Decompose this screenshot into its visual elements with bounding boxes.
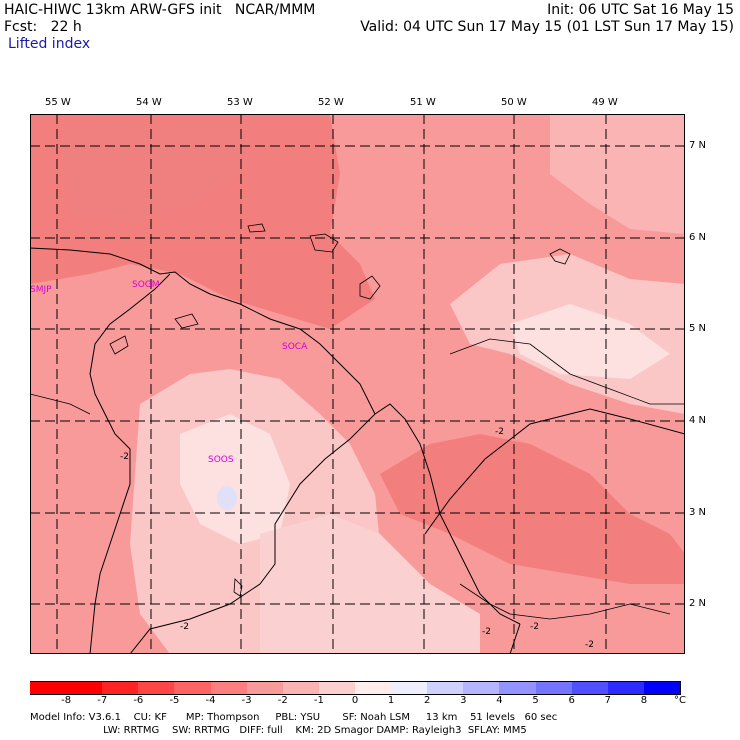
- shade-region-east-light: [510, 304, 670, 379]
- colorbar-label: -8: [61, 695, 72, 706]
- map-frame: [30, 114, 685, 654]
- model-info-line2: LW: RRTMG SW: RRTMG DIFF: full KM: 2D Sm…: [30, 725, 527, 736]
- colorbar-bin: [571, 681, 609, 695]
- contour-label: -2: [180, 622, 189, 632]
- colorbar-bin: [607, 681, 645, 695]
- contour-label: -2: [530, 622, 539, 632]
- init-time: Init: 06 UTC Sat 16 May 15: [547, 2, 734, 18]
- colorbar-label: 6: [568, 695, 575, 706]
- contour-label: -2: [482, 627, 491, 637]
- shade-region-nw-core: [60, 124, 250, 224]
- shade-region-positive: [217, 486, 237, 510]
- colorbar-label: 0: [351, 695, 359, 706]
- colorbar-bin: [463, 681, 501, 695]
- model-info-line1: Model Info: V3.6.1 CU: KF MP: Thompson P…: [30, 712, 558, 723]
- colorbar-label: 4: [496, 695, 503, 706]
- colorbar-label: 1: [387, 695, 395, 706]
- colorbar-bin: [355, 681, 393, 695]
- station-soos: SOOS: [208, 455, 234, 465]
- lat-label-4n: 4 N: [689, 415, 707, 426]
- colorbar-label: -4: [205, 695, 216, 706]
- lon-label-55w: 55 W: [45, 97, 71, 108]
- valid-time: Valid: 04 UTC Sun 17 May 15 (01 LST Sun …: [360, 19, 734, 35]
- colorbar-bin: [66, 681, 104, 695]
- forecast-hour: Fcst: 22 h: [4, 19, 82, 35]
- contour-label: -2: [585, 640, 594, 650]
- colorbar-label: 5: [532, 695, 539, 706]
- lon-label-49w: 49 W: [592, 97, 618, 108]
- station-soca: SOCA: [282, 342, 308, 352]
- colorbar-label: -3: [241, 695, 252, 706]
- colorbar-label: 7: [604, 695, 611, 706]
- station-smjp: SMJP: [30, 285, 52, 295]
- colorbar-bin: [643, 681, 681, 695]
- contour-label: -2: [120, 452, 129, 462]
- station-sogm: SOGM: [132, 280, 160, 290]
- shade-region-ne: [550, 114, 685, 234]
- lat-lon-grid: [30, 114, 685, 654]
- lon-label-51w: 51 W: [410, 97, 436, 108]
- colorbar-label: 8: [640, 695, 648, 706]
- lat-label-6n: 6 N: [689, 232, 707, 243]
- shade-region-south: [260, 514, 480, 654]
- lat-label-7n: 7 N: [689, 140, 707, 151]
- colorbar-label: -7: [97, 695, 108, 706]
- contour-lines: [30, 223, 685, 620]
- lat-label-3n: 3 N: [689, 507, 707, 518]
- colorbar-bin: [102, 681, 140, 695]
- lat-label-5n: 5 N: [689, 323, 707, 334]
- colorbar-label: 3: [460, 695, 467, 706]
- lon-label-52w: 52 W: [318, 97, 344, 108]
- colorbar-bin: [174, 681, 212, 695]
- colorbar-bin: [391, 681, 429, 695]
- colorbar-bin: [282, 681, 320, 695]
- colorbar-label: -2: [277, 695, 288, 706]
- colorbar-unit: °C: [674, 695, 686, 706]
- lon-label-54w: 54 W: [136, 97, 162, 108]
- colorbar-label: -1: [313, 695, 324, 706]
- colorbar-bin: [210, 681, 248, 695]
- colorbar-bin: [30, 681, 68, 695]
- colorbar-bin: [427, 681, 465, 695]
- lon-label-53w: 53 W: [227, 97, 253, 108]
- lat-label-2n: 2 N: [689, 598, 707, 609]
- colorbar-bin: [535, 681, 573, 695]
- contour-label: -2: [495, 427, 504, 437]
- lon-label-50w: 50 W: [501, 97, 527, 108]
- coastline-borders: [30, 247, 685, 654]
- shade-region-se: [380, 434, 685, 584]
- colorbar-bin: [499, 681, 537, 695]
- field-name: Lifted index: [8, 36, 91, 52]
- shade-region-interior-light: [180, 414, 290, 544]
- colorbar-bin: [318, 681, 356, 695]
- lifted-index-map: SMJP SOGM SOCA SOOS -2 -2 -2 -2 -2 -2: [30, 114, 685, 654]
- colorbar-bin: [246, 681, 284, 695]
- model-title: HAIC-HIWC 13km ARW-GFS init NCAR/MMM: [4, 2, 316, 18]
- colorbar-bin: [138, 681, 176, 695]
- colorbar-label: 2: [424, 695, 431, 706]
- colorbar-label: -6: [133, 695, 144, 706]
- colorbar-label: -5: [169, 695, 180, 706]
